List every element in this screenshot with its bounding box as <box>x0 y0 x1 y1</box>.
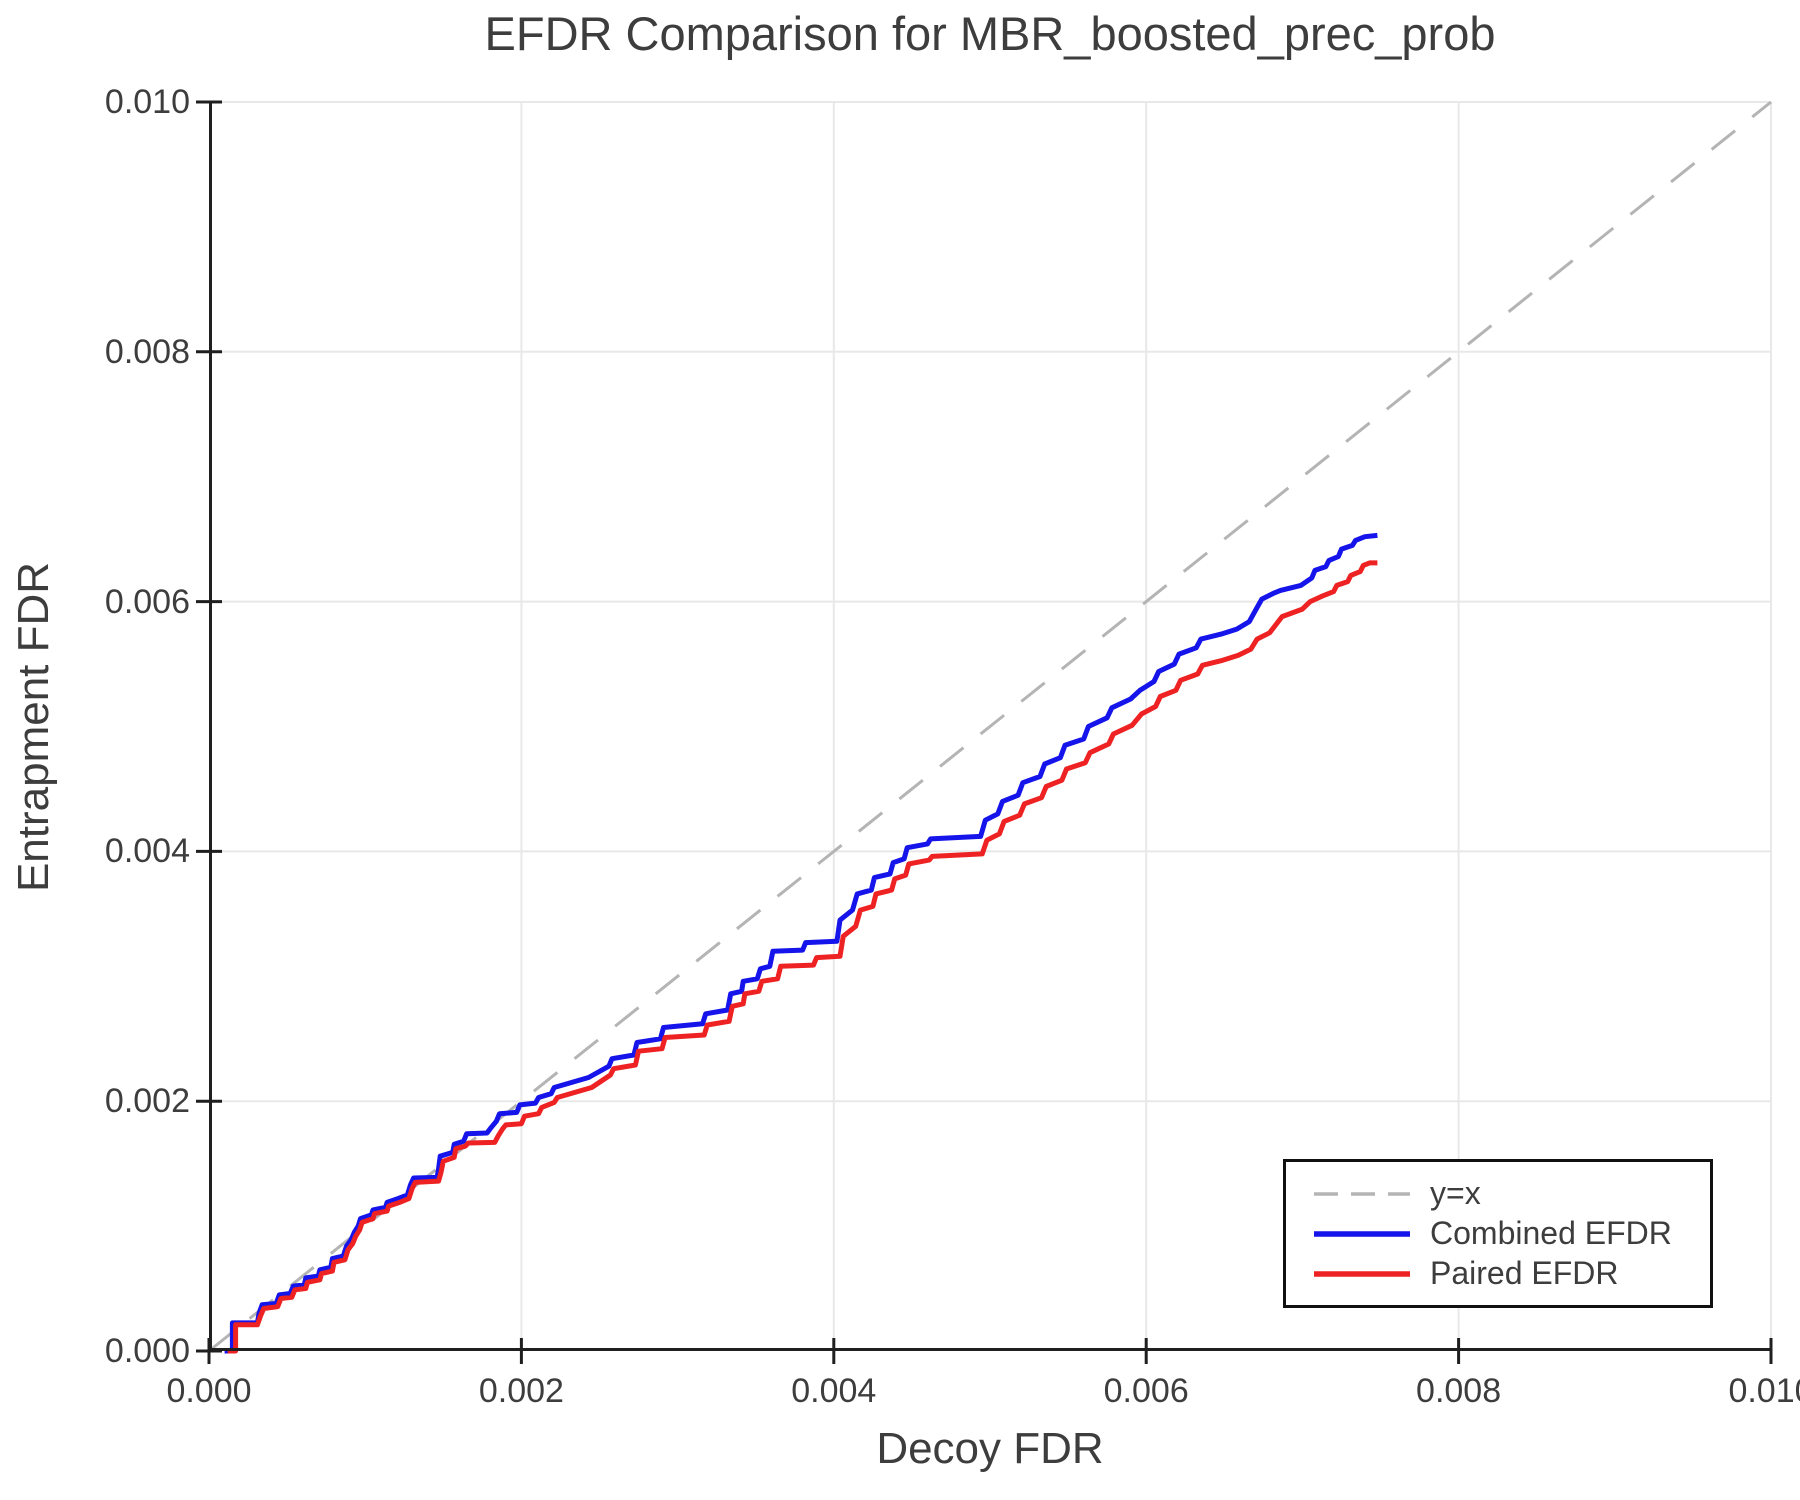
y-tick-label: 0.004 <box>104 832 190 871</box>
y-tick-label: 0.000 <box>104 1332 190 1370</box>
y-tick-label: 0.002 <box>104 1082 190 1121</box>
x-tick-label: 0.002 <box>478 1372 564 1410</box>
x-tick-label: 0.008 <box>1416 1372 1502 1410</box>
legend: y=x Combined EFDR Paired EFDR <box>1283 1159 1713 1308</box>
x-tick-label: 0.000 <box>166 1372 252 1410</box>
plot-svg <box>196 100 1773 1364</box>
y-tick-label: 0.008 <box>104 332 190 371</box>
x-tick-label: 0.010 <box>1728 1372 1800 1410</box>
x-axis-label: Decoy FDR <box>876 1424 1104 1473</box>
legend-label: Paired EFDR <box>1430 1255 1619 1291</box>
legend-row: Paired EFDR <box>1312 1255 1710 1292</box>
chart-title: EFDR Comparison for MBR_boosted_prec_pro… <box>484 7 1496 60</box>
series-line-combined-efdr <box>224 532 1378 1354</box>
legend-row: y=x <box>1312 1175 1710 1212</box>
legend-label: y=x <box>1430 1175 1481 1211</box>
legend-row: Combined EFDR <box>1312 1215 1710 1252</box>
series-line-paired-efdr <box>227 560 1378 1354</box>
y-tick-label: 0.010 <box>104 83 190 121</box>
legend-swatch-line <box>1314 1191 1410 1196</box>
legend-swatch-line <box>1314 1230 1410 1237</box>
x-tick-label: 0.006 <box>1103 1372 1189 1410</box>
plot-area <box>196 100 1773 1364</box>
legend-swatch-line <box>1314 1270 1410 1277</box>
legend-label: Combined EFDR <box>1430 1215 1672 1251</box>
x-tick-label: 0.004 <box>791 1372 877 1410</box>
y-tick-label: 0.006 <box>104 582 190 621</box>
